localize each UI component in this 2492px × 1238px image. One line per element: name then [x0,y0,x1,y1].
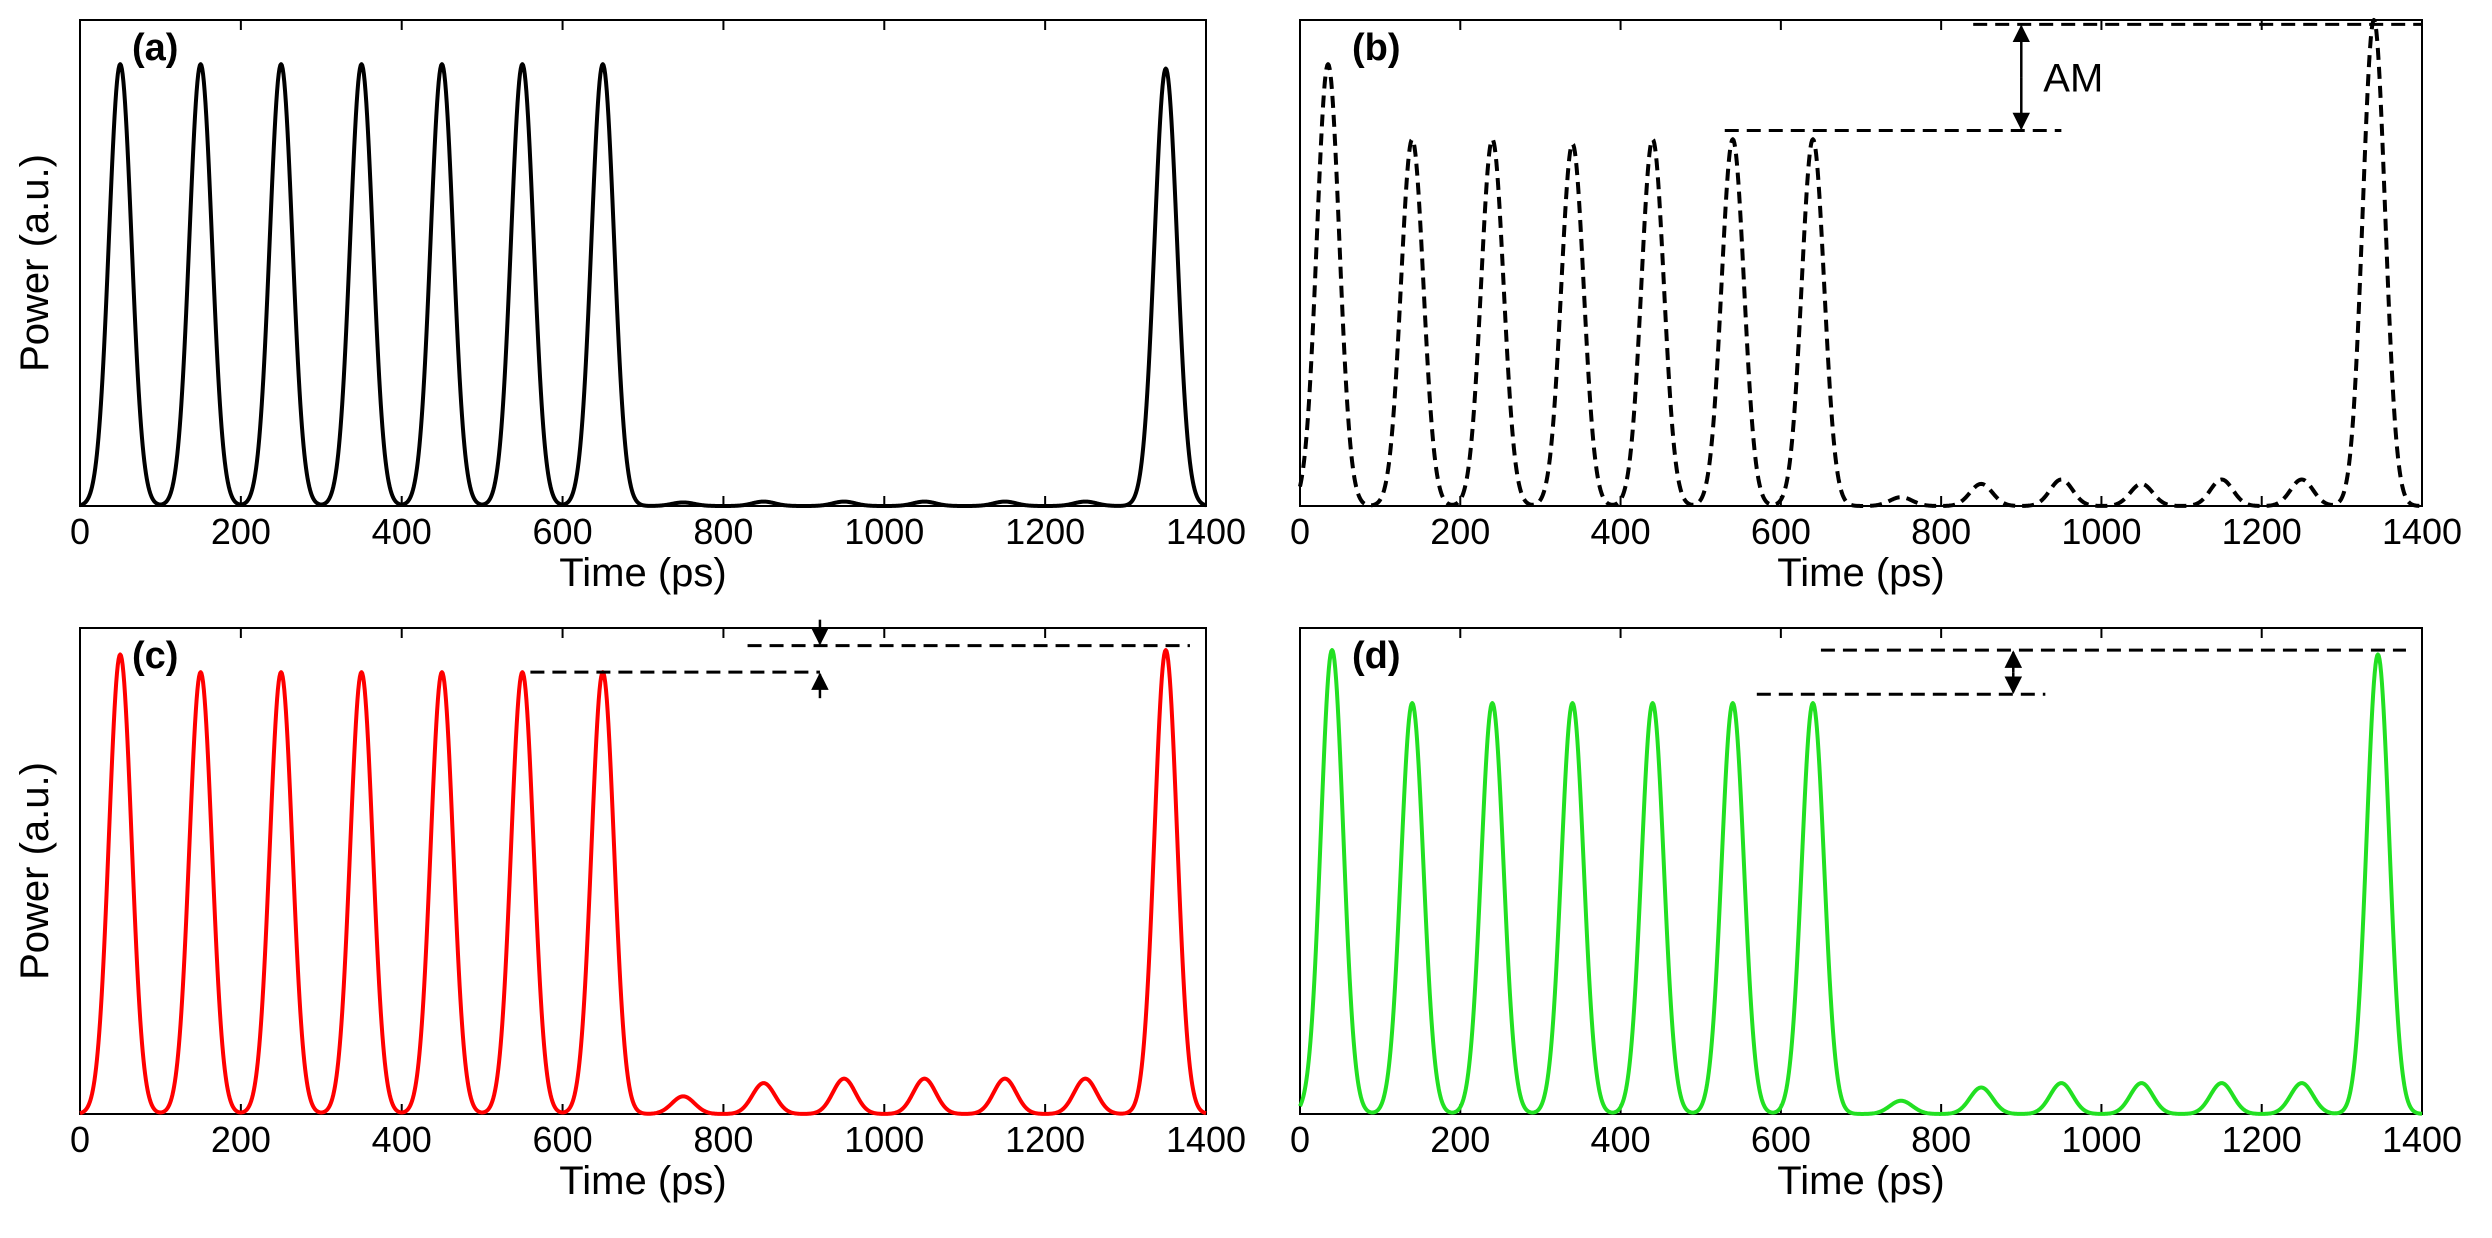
axes-frame [79,19,1207,507]
x-tick-label: 1000 [2061,1119,2141,1160]
panel-label: (a) [132,27,178,69]
x-tick-label: 400 [372,511,432,552]
amplitude-annotation [1756,648,2406,696]
x-tick-label: 600 [1751,1119,1811,1160]
x-axis-label: Time (ps) [559,551,726,595]
panel-label: (c) [132,635,178,677]
x-tick-label: 600 [533,1119,593,1160]
x-axis-label: Time (ps) [1777,1159,1944,1203]
x-tick-label: 400 [1591,1119,1651,1160]
x-tick-label: 800 [693,1119,753,1160]
x-axis-label: Time (ps) [1777,551,1944,595]
x-tick-label: 600 [533,511,593,552]
x-tick-label: 1400 [1166,1119,1246,1160]
x-tick-label: 1400 [1166,511,1246,552]
x-tick-label: 200 [1430,511,1490,552]
series-line [78,648,1208,1116]
x-tick-label: 0 [70,511,90,552]
panel-d: 0 200 400 600 800 1000 1200 1400 Time (ps) (d) [1290,627,2462,1203]
x-tick-label: 1400 [2382,1119,2462,1160]
x-tick-label: 1400 [2382,511,2462,552]
panel-a: 0 200 400 600 800 1000 1200 1400 Time (ps) Power … [13,19,1246,595]
x-tick-label: 400 [372,1119,432,1160]
x-axis-label: Time (ps) [559,1159,726,1203]
x-tick-label: 800 [1911,1119,1971,1160]
amplitude-annotation [530,619,1190,699]
x-tick-label: 0 [1290,511,1310,552]
x-tick-label: 200 [211,1119,271,1160]
x-tick-label: 0 [70,1119,90,1160]
amplitude-annotation: AM [1724,22,2422,132]
x-tick-label: 200 [211,511,271,552]
x-tick-label: 200 [1430,1119,1490,1160]
axes-frame [79,627,1207,1115]
x-tick-label: 800 [693,511,753,552]
x-tick-label: 1000 [844,1119,924,1160]
panel-b: 0 200 400 600 800 1000 1200 1400 Time (ps) (b) AM [1290,18,2462,595]
annotation-label: AM [2043,56,2103,100]
x-tick-label: 1000 [2061,511,2141,552]
y-axis-label: Power (a.u.) [13,762,57,980]
x-tick-label: 0 [1290,1119,1310,1160]
panel-label: (b) [1352,27,1401,69]
x-tick-label: 400 [1591,511,1651,552]
series-line [1298,648,2424,1116]
x-tick-label: 1000 [844,511,924,552]
panel-c: 0 200 400 600 800 1000 1200 1400 Time (ps) Power … [13,619,1246,1203]
x-tick-label: 600 [1751,511,1811,552]
axes-frame [1299,19,2423,507]
x-tick-label: 1200 [1005,1119,1085,1160]
series-line [1298,18,2424,508]
y-axis-label: Power (a.u.) [13,154,57,372]
x-tick-label: 1200 [2222,511,2302,552]
x-tick-label: 800 [1911,511,1971,552]
series-line [78,62,1208,508]
panel-label: (d) [1352,635,1401,677]
x-tick-label: 1200 [2222,1119,2302,1160]
x-tick-label: 1200 [1005,511,1085,552]
axes-frame [1299,627,2423,1115]
